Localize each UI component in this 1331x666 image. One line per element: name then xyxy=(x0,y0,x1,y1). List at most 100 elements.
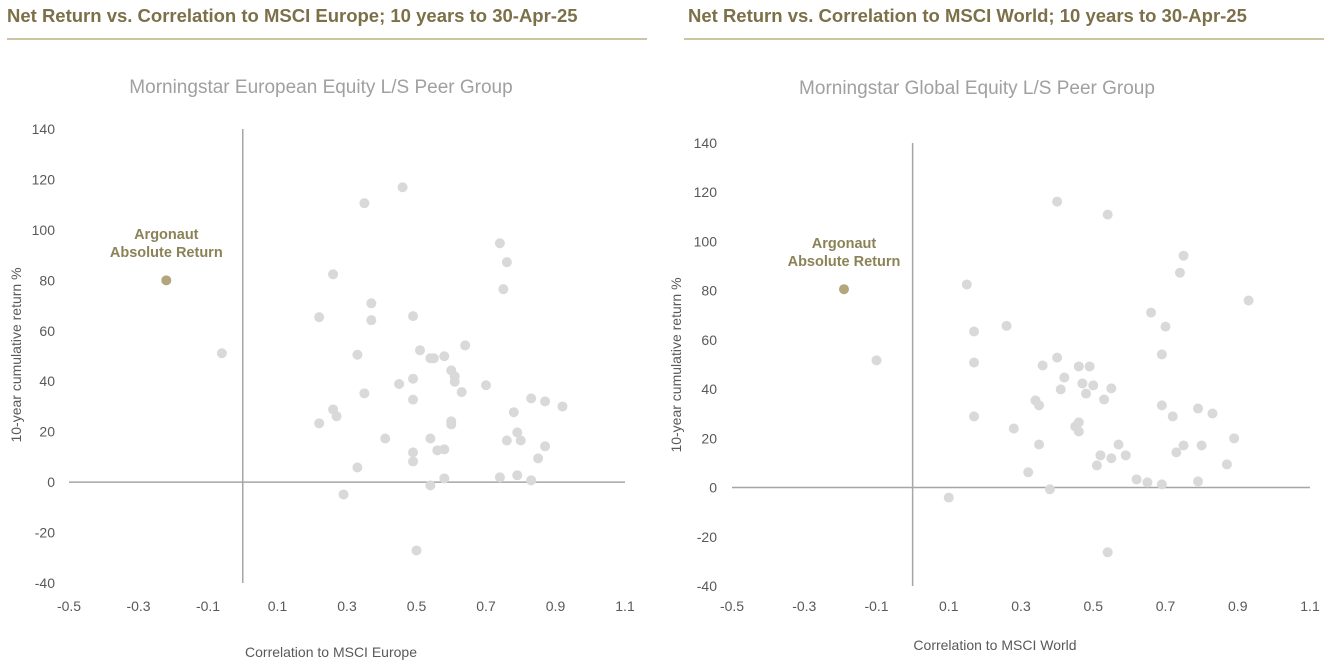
peer-fund-point xyxy=(425,480,436,491)
peer-fund-point xyxy=(408,373,419,384)
peer-fund-point xyxy=(969,357,980,368)
y-tick-label: 60 xyxy=(701,332,717,348)
x-tick-label: -0.1 xyxy=(864,598,888,614)
peer-fund-point xyxy=(1193,476,1204,487)
chart-title: Morningstar Global Equity L/S Peer Group xyxy=(799,78,1155,99)
peer-fund-point xyxy=(408,394,419,405)
x-tick-label: 1.1 xyxy=(615,598,635,614)
x-tick-label: -0.5 xyxy=(57,598,81,614)
peer-fund-point xyxy=(397,182,408,193)
peer-fund-point xyxy=(428,353,439,364)
peer-fund-point xyxy=(460,340,471,351)
x-tick-label: 1.1 xyxy=(1300,598,1320,614)
peer-fund-point xyxy=(1077,378,1088,389)
y-tick-label: -20 xyxy=(35,525,55,541)
peer-fund-point xyxy=(1196,440,1207,451)
x-axis-title: Correlation to MSCI Europe xyxy=(245,644,417,660)
peer-fund-point xyxy=(943,492,954,503)
peer-fund-point xyxy=(533,453,544,464)
peer-fund-point xyxy=(1023,467,1034,478)
peer-fund-point xyxy=(1106,453,1117,464)
x-tick-label: 0.3 xyxy=(337,598,357,614)
peer-fund-point xyxy=(1073,361,1084,372)
peer-fund-point xyxy=(331,411,342,422)
x-tick-label: -0.3 xyxy=(792,598,816,614)
peer-fund-point xyxy=(216,348,227,359)
peer-fund-point xyxy=(1102,209,1113,220)
y-tick-label: 140 xyxy=(32,121,56,137)
x-tick-label: 0.5 xyxy=(1084,598,1104,614)
peer-fund-point xyxy=(1034,439,1045,450)
peer-fund-point xyxy=(1193,403,1204,414)
peer-fund-point xyxy=(540,396,551,407)
peer-fund-point xyxy=(408,311,419,322)
peer-fund-point xyxy=(425,433,436,444)
peer-fund-point xyxy=(1167,411,1178,422)
x-tick-label: 0.9 xyxy=(1228,598,1248,614)
x-tick-label: 0.1 xyxy=(268,598,288,614)
peer-fund-point xyxy=(1073,426,1084,437)
peer-fund-point xyxy=(1207,408,1218,419)
peer-fund-point xyxy=(1146,307,1157,318)
peer-fund-point xyxy=(1171,447,1182,458)
peer-fund-point xyxy=(1156,349,1167,360)
peer-fund-point xyxy=(1052,352,1063,363)
peer-fund-point xyxy=(1120,450,1131,461)
y-tick-label: 60 xyxy=(39,323,55,339)
peer-fund-point xyxy=(446,419,457,430)
peer-fund-point xyxy=(1081,388,1092,399)
argonaut-label-line1: Argonaut xyxy=(134,227,199,243)
peer-fund-point xyxy=(515,435,526,446)
x-tick-label: -0.3 xyxy=(126,598,150,614)
peer-fund-point xyxy=(1084,361,1095,372)
peer-fund-point xyxy=(1102,547,1113,558)
peer-fund-point xyxy=(456,387,467,398)
y-tick-label: 120 xyxy=(694,184,718,200)
peer-fund-point xyxy=(411,545,422,556)
peer-fund-point xyxy=(871,355,882,366)
peer-fund-point xyxy=(439,473,450,484)
peer-fund-point xyxy=(1052,196,1063,207)
peer-fund-point xyxy=(1034,400,1045,411)
x-tick-label: 0.7 xyxy=(476,598,496,614)
peer-fund-point xyxy=(338,489,349,500)
peer-fund-point xyxy=(314,312,325,323)
peer-fund-point xyxy=(1091,460,1102,471)
peer-fund-point xyxy=(1088,380,1099,391)
argonaut-label-line2: Absolute Return xyxy=(788,254,901,270)
peer-fund-point xyxy=(359,198,370,209)
peer-fund-point xyxy=(526,393,537,404)
x-tick-label: -0.5 xyxy=(720,598,744,614)
peer-fund-point xyxy=(1001,320,1012,331)
x-tick-label: 0.7 xyxy=(1156,598,1176,614)
peer-fund-point xyxy=(366,298,377,309)
y-tick-label: 40 xyxy=(39,373,55,389)
y-tick-label: -40 xyxy=(697,578,717,594)
y-tick-label: 100 xyxy=(694,233,718,249)
y-tick-label: 40 xyxy=(701,381,717,397)
peer-fund-point xyxy=(1095,450,1106,461)
y-tick-label: 100 xyxy=(32,222,56,238)
y-tick-label: 80 xyxy=(701,283,717,299)
peer-fund-point xyxy=(494,238,505,249)
peer-fund-point xyxy=(439,444,450,455)
peer-fund-point xyxy=(394,378,405,389)
y-tick-label: 0 xyxy=(709,480,717,496)
peer-fund-point xyxy=(359,388,370,399)
peer-fund-point xyxy=(512,470,523,481)
y-axis-title: 10-year cumulative return % xyxy=(668,277,684,452)
peer-fund-point xyxy=(498,284,509,295)
peer-fund-point xyxy=(494,472,505,483)
peer-fund-point xyxy=(1008,423,1019,434)
peer-fund-point xyxy=(1178,440,1189,451)
peer-fund-point xyxy=(1131,474,1142,485)
peer-fund-point xyxy=(1243,295,1254,306)
peer-fund-point xyxy=(1106,383,1117,394)
argonaut-point xyxy=(838,284,849,295)
peer-fund-point xyxy=(1099,394,1110,405)
peer-fund-point xyxy=(314,418,325,429)
y-axis-title: 10-year cumulative return % xyxy=(8,267,24,442)
peer-fund-point xyxy=(501,435,512,446)
peer-fund-point xyxy=(557,401,568,412)
